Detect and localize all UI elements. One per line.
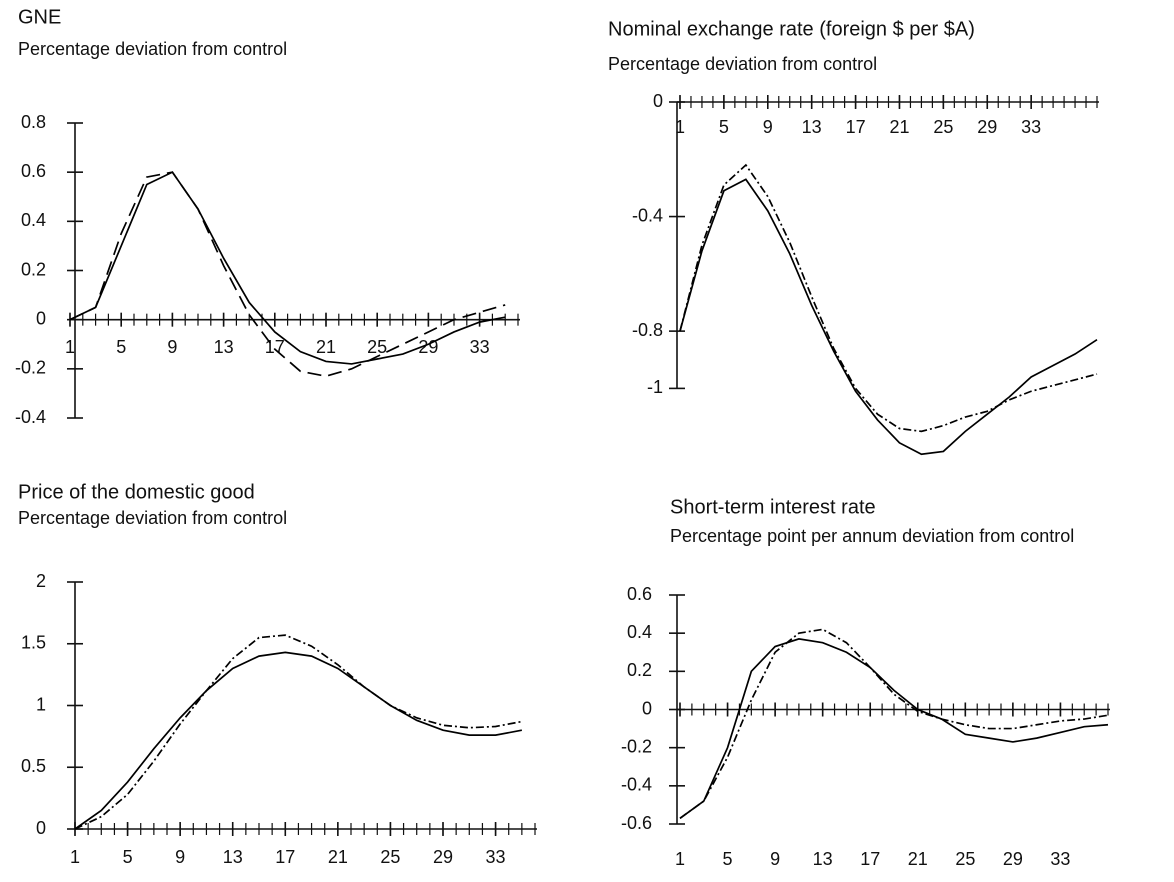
- x-tick-label: 21: [328, 847, 348, 867]
- chart-title: Nominal exchange rate (foreign $ per $A): [608, 18, 975, 40]
- x-tick-label: 1: [70, 847, 80, 867]
- data-line: [679, 163, 1098, 433]
- y-tick-label: 1.5: [21, 633, 46, 653]
- data-line: [74, 634, 523, 830]
- x-tick-label: 21: [889, 117, 909, 137]
- x-tick-label: 5: [719, 117, 729, 137]
- y-tick-label: 0.5: [21, 756, 46, 776]
- y-tick-label: 2: [36, 571, 46, 591]
- y-tick-label: -0.4: [632, 205, 663, 225]
- y-tick-label: 0.4: [21, 210, 46, 230]
- y-tick-label: 0: [653, 91, 663, 111]
- x-tick-label: 17: [275, 847, 295, 867]
- y-tick-label: 0.2: [21, 259, 46, 279]
- x-tick-label: 9: [175, 847, 185, 867]
- x-tick-label: 29: [433, 847, 453, 867]
- x-tick-label: 1: [675, 117, 685, 137]
- x-tick-label: 13: [223, 847, 243, 867]
- y-tick-label: -1: [647, 377, 663, 397]
- chart-title: Price of the domestic good: [18, 481, 255, 503]
- chart-subtitle: Percentage deviation from control: [18, 39, 287, 59]
- x-tick-label: 21: [316, 337, 336, 357]
- x-tick-label: 5: [116, 337, 126, 357]
- x-tick-label: 29: [1003, 849, 1023, 869]
- y-tick-label: -0.4: [621, 775, 652, 795]
- chart-subtitle: Percentage deviation from control: [18, 508, 287, 528]
- y-tick-label: 0: [642, 698, 652, 718]
- chart-title: Short-term interest rate: [670, 496, 876, 518]
- x-tick-label: 13: [802, 117, 822, 137]
- x-tick-label: 33: [486, 847, 506, 867]
- x-tick-label: 1: [65, 337, 75, 357]
- x-tick-label: 9: [763, 117, 773, 137]
- x-tick-label: 29: [977, 117, 997, 137]
- y-tick-label: -0.6: [621, 813, 652, 833]
- x-tick-label: 1: [675, 849, 685, 869]
- y-tick-label: 0.8: [21, 112, 46, 132]
- x-tick-label: 17: [846, 117, 866, 137]
- x-tick-label: 33: [1021, 117, 1041, 137]
- data-line: [69, 171, 506, 365]
- y-tick-label: 0.6: [627, 584, 652, 604]
- x-tick-label: 5: [123, 847, 133, 867]
- y-tick-label: -0.2: [621, 736, 652, 756]
- x-tick-label: 21: [908, 849, 928, 869]
- x-tick-label: 17: [860, 849, 880, 869]
- y-tick-label: 0.6: [21, 161, 46, 181]
- x-tick-label: 33: [470, 337, 490, 357]
- y-tick-label: -0.4: [15, 407, 46, 427]
- y-tick-label: 0.4: [627, 622, 652, 642]
- chart-subtitle: Percentage point per annum deviation fro…: [670, 526, 1074, 546]
- y-tick-label: 0: [36, 308, 46, 328]
- y-tick-label: 0.2: [627, 660, 652, 680]
- x-tick-label: 5: [723, 849, 733, 869]
- y-tick-label: 0: [36, 818, 46, 838]
- x-tick-label: 9: [770, 849, 780, 869]
- data-line: [679, 628, 1109, 819]
- chart-subtitle: Percentage deviation from control: [608, 54, 877, 74]
- data-line: [679, 178, 1098, 456]
- x-tick-label: 25: [955, 849, 975, 869]
- data-line: [69, 171, 506, 378]
- y-tick-label: 1: [36, 694, 46, 714]
- x-tick-label: 33: [1050, 849, 1070, 869]
- x-tick-label: 13: [214, 337, 234, 357]
- y-tick-label: -0.2: [15, 358, 46, 378]
- x-tick-label: 25: [367, 337, 387, 357]
- data-line: [74, 651, 523, 830]
- x-tick-label: 25: [380, 847, 400, 867]
- x-tick-label: 9: [167, 337, 177, 357]
- y-tick-label: -0.8: [632, 320, 663, 340]
- chart-title: GNE: [18, 6, 61, 28]
- x-tick-label: 13: [813, 849, 833, 869]
- data-line: [679, 638, 1109, 819]
- x-tick-label: 25: [933, 117, 953, 137]
